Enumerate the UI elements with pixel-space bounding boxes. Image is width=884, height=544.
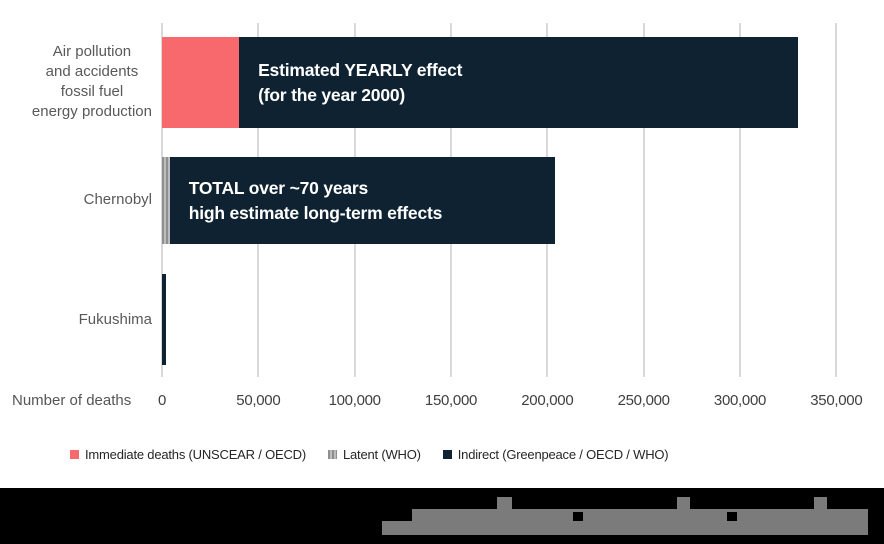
x-tick-label: 100,000 [328, 392, 381, 409]
bar-row-fossil-fuel: Estimated YEARLY effect (for the year 20… [162, 37, 798, 128]
legend-item-indirect: Indirect (Greenpeace / OECD / WHO) [442, 447, 669, 462]
x-tick-label: 250,000 [617, 392, 670, 409]
bar-segment-indirect: TOTAL over ~70 years high estimate long-… [169, 157, 556, 244]
redacted-source-text [382, 521, 416, 535]
x-tick-label: 150,000 [424, 392, 478, 409]
legend-swatch-indirect [442, 450, 452, 459]
category-label-line: and accidents [45, 63, 139, 80]
category-label-line: energy production [31, 103, 152, 120]
bar-annotation: TOTAL over ~70 years high estimate long-… [188, 177, 443, 223]
x-axis-label: Number of deaths [12, 392, 132, 409]
category-label-line: Fukushima [78, 311, 152, 328]
category-label-chernobyl: Chernobyl [84, 190, 152, 210]
legend: Immediate deaths (UNSCEAR / OECD) Latent… [70, 447, 669, 462]
bar-segment-latent [162, 157, 170, 244]
legend-item-latent: Latent (WHO) [327, 447, 421, 462]
x-tick-label: 50,000 [236, 392, 281, 409]
redacted-source-text [677, 497, 690, 511]
category-label-line: fossil fuel [60, 83, 124, 100]
category-label-line: Chernobyl [83, 191, 152, 208]
category-label-fossil-fuel: Air pollution and accidents fossil fuel … [32, 42, 152, 122]
bar-segment-indirect [162, 274, 166, 365]
redacted-source-text [497, 497, 512, 511]
legend-label: Indirect (Greenpeace / OECD / WHO) [457, 447, 669, 462]
legend-label: Latent (WHO) [342, 447, 421, 462]
bar-annotation: Estimated YEARLY effect (for the year 20… [258, 59, 463, 105]
bar-segment-immediate-deaths [162, 37, 240, 128]
gridline [835, 23, 838, 377]
redacted-source-text [573, 512, 583, 521]
x-tick-label: 0 [157, 392, 167, 409]
legend-item-immediate: Immediate deaths (UNSCEAR / OECD) [70, 447, 306, 462]
redacted-source-text [727, 512, 737, 521]
bar-row-chernobyl: TOTAL over ~70 years high estimate long-… [162, 157, 556, 244]
legend-label: Immediate deaths (UNSCEAR / OECD) [85, 447, 306, 462]
x-tick-label: 200,000 [521, 392, 574, 409]
redacted-source-text [814, 497, 827, 511]
x-tick-label: 350,000 [810, 392, 863, 409]
x-tick-labels: 0 50,000 100,000 150,000 200,000 250,000 300,0… [158, 392, 863, 412]
gridline [642, 23, 645, 377]
redacted-source-text [412, 509, 868, 535]
redacted-source-bar [0, 488, 884, 544]
category-label-fukushima: Fukushima [79, 310, 152, 330]
legend-swatch-immediate [70, 450, 79, 459]
gridline [738, 23, 741, 377]
bar-row-fukushima [162, 274, 166, 365]
category-label-line: Air pollution [52, 43, 132, 60]
bar-segment-indirect: Estimated YEARLY effect (for the year 20… [239, 37, 798, 128]
legend-swatch-latent [327, 450, 337, 459]
x-tick-label: 300,000 [713, 392, 767, 409]
